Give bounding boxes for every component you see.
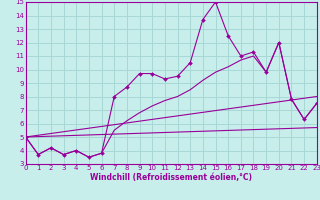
X-axis label: Windchill (Refroidissement éolien,°C): Windchill (Refroidissement éolien,°C) bbox=[90, 173, 252, 182]
